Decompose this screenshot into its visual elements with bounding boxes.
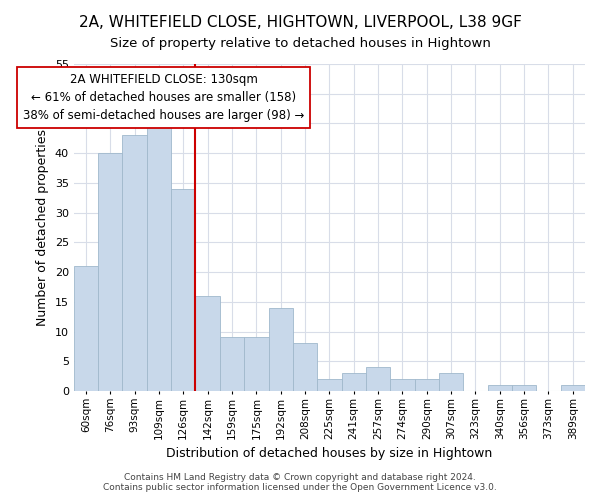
- Bar: [122, 136, 147, 391]
- Bar: [244, 338, 269, 391]
- Bar: [341, 373, 366, 391]
- Text: Contains HM Land Registry data © Crown copyright and database right 2024.
Contai: Contains HM Land Registry data © Crown c…: [103, 473, 497, 492]
- Bar: [390, 379, 415, 391]
- Bar: [293, 344, 317, 391]
- Bar: [488, 385, 512, 391]
- Text: 2A WHITEFIELD CLOSE: 130sqm
← 61% of detached houses are smaller (158)
38% of se: 2A WHITEFIELD CLOSE: 130sqm ← 61% of det…: [23, 73, 305, 122]
- Bar: [269, 308, 293, 391]
- Bar: [560, 385, 585, 391]
- Bar: [415, 379, 439, 391]
- Bar: [439, 373, 463, 391]
- Bar: [147, 118, 171, 391]
- Bar: [220, 338, 244, 391]
- Text: 2A, WHITEFIELD CLOSE, HIGHTOWN, LIVERPOOL, L38 9GF: 2A, WHITEFIELD CLOSE, HIGHTOWN, LIVERPOO…: [79, 15, 521, 30]
- Y-axis label: Number of detached properties: Number of detached properties: [36, 129, 49, 326]
- Text: Size of property relative to detached houses in Hightown: Size of property relative to detached ho…: [110, 38, 490, 51]
- Bar: [98, 153, 122, 391]
- Bar: [171, 189, 196, 391]
- Bar: [317, 379, 341, 391]
- Bar: [74, 266, 98, 391]
- X-axis label: Distribution of detached houses by size in Hightown: Distribution of detached houses by size …: [166, 447, 493, 460]
- Bar: [196, 296, 220, 391]
- Bar: [366, 367, 390, 391]
- Bar: [512, 385, 536, 391]
